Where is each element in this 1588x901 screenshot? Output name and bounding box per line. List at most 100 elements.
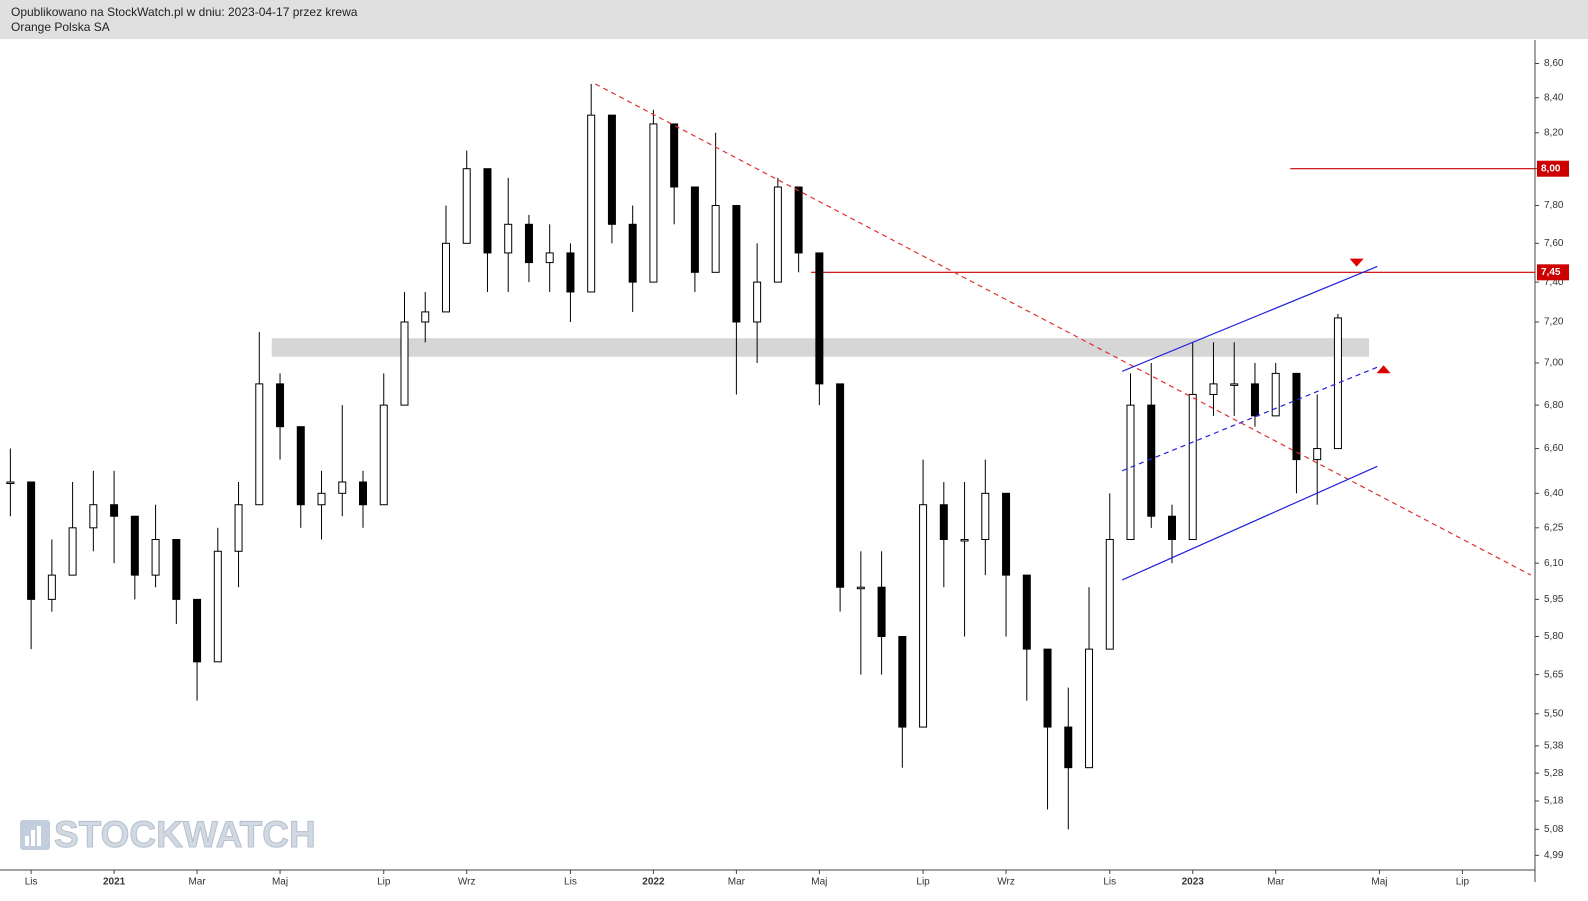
candle-body <box>753 281 762 323</box>
candle-body <box>1147 404 1156 517</box>
candle-body <box>1105 539 1114 650</box>
candle-body <box>1230 383 1239 386</box>
y-tick-label: 5,50 <box>1544 708 1564 719</box>
candle-body <box>421 311 430 323</box>
candle-body <box>856 586 865 590</box>
candle-body <box>151 539 160 576</box>
candle-body <box>545 252 554 264</box>
price-label-box <box>1537 264 1569 281</box>
y-tick-label: 6,80 <box>1544 400 1564 411</box>
candle-body <box>110 504 119 517</box>
candle-body <box>483 168 492 254</box>
x-tick-label: Lis <box>1103 877 1116 888</box>
x-tick-label: Mar <box>188 877 206 888</box>
triangle-marker <box>1376 365 1391 374</box>
trendline <box>1121 366 1378 472</box>
x-tick-label: Lip <box>1456 877 1470 888</box>
x-tick-label: Lis <box>25 877 38 888</box>
candle-body <box>773 186 782 283</box>
candle-body <box>670 123 679 188</box>
candle-body <box>441 242 450 313</box>
x-tick-label: Maj <box>272 877 288 888</box>
candle-body <box>1188 393 1197 541</box>
y-tick-label: 7,40 <box>1544 277 1564 288</box>
x-tick-label: Lis <box>564 877 577 888</box>
candle-body <box>89 504 98 529</box>
x-tick-label: Maj <box>811 877 827 888</box>
candle-body <box>587 114 596 293</box>
watermark-icon <box>31 830 35 846</box>
price-label: 8,00 <box>1541 163 1561 174</box>
candle-body <box>1043 648 1052 728</box>
x-tick-label: 2023 <box>1182 877 1205 888</box>
candle-body <box>524 223 533 264</box>
y-tick-label: 5,28 <box>1544 768 1564 779</box>
candle-body <box>1002 492 1011 576</box>
price-label: 7,45 <box>1541 267 1561 278</box>
candle-body <box>193 598 202 663</box>
candle-body <box>213 550 222 663</box>
candle-body <box>462 168 471 244</box>
candle-body <box>379 404 388 506</box>
x-tick-label: Mar <box>728 877 746 888</box>
x-tick-label: Lip <box>377 877 391 888</box>
candle-body <box>981 492 990 541</box>
watermark: STOCKWATCH <box>20 813 316 855</box>
header: Opublikowano na StockWatch.pl w dniu: 20… <box>0 0 1588 39</box>
candle-body <box>628 223 637 283</box>
candle-body <box>836 383 845 588</box>
watermark-icon <box>25 836 29 846</box>
watermark-icon <box>37 826 41 846</box>
y-tick-label: 7,80 <box>1544 200 1564 211</box>
candle-body <box>732 205 741 323</box>
triangle-marker <box>1349 258 1364 267</box>
candle-body <box>690 186 699 273</box>
candle-body <box>6 481 15 484</box>
y-tick-label: 8,40 <box>1544 92 1564 103</box>
instrument-name: Orange Polska SA <box>11 20 110 34</box>
candle-body <box>1064 726 1073 769</box>
y-tick-label: 5,95 <box>1544 594 1564 605</box>
candle-body <box>877 586 886 638</box>
candle-body <box>649 123 658 283</box>
candle-body <box>711 205 720 273</box>
candle-body <box>566 252 575 293</box>
y-tick-label: 5,08 <box>1544 824 1564 835</box>
x-tick-label: 2021 <box>103 877 126 888</box>
candle-body <box>1022 574 1031 650</box>
candle-body <box>27 481 36 600</box>
candle-body <box>1209 383 1218 395</box>
candle-body <box>276 383 285 428</box>
published-note: Opublikowano na StockWatch.pl w dniu: 20… <box>11 5 358 19</box>
candle-body <box>338 481 347 494</box>
candle-body <box>1271 372 1280 417</box>
price-label-box <box>1537 160 1569 177</box>
y-tick-label: 7,00 <box>1544 358 1564 369</box>
candle-body <box>607 114 616 225</box>
x-tick-label: Wrz <box>997 877 1015 888</box>
trendline <box>595 83 1532 576</box>
candle-body <box>172 539 181 600</box>
x-tick-label: Maj <box>1371 877 1387 888</box>
y-tick-label: 5,80 <box>1544 631 1564 642</box>
candle-body <box>1250 383 1259 417</box>
candle-body <box>1085 648 1094 769</box>
watermark-text: STOCKWATCH <box>54 814 316 855</box>
candle-body <box>815 252 824 385</box>
trendline <box>1121 265 1378 372</box>
candle-body <box>1313 448 1322 461</box>
candle-body <box>1167 515 1176 541</box>
y-tick-label: 5,38 <box>1544 741 1564 752</box>
candle-body <box>1333 317 1342 450</box>
candle-body <box>359 481 368 506</box>
candle-body <box>400 321 409 406</box>
candle-body <box>794 186 803 254</box>
candle-body <box>898 636 907 728</box>
candle-body <box>130 515 139 576</box>
y-tick-label: 5,65 <box>1544 669 1564 680</box>
candle-body <box>255 383 264 506</box>
y-tick-label: 6,60 <box>1544 443 1564 454</box>
y-tick-label: 6,25 <box>1544 522 1564 533</box>
